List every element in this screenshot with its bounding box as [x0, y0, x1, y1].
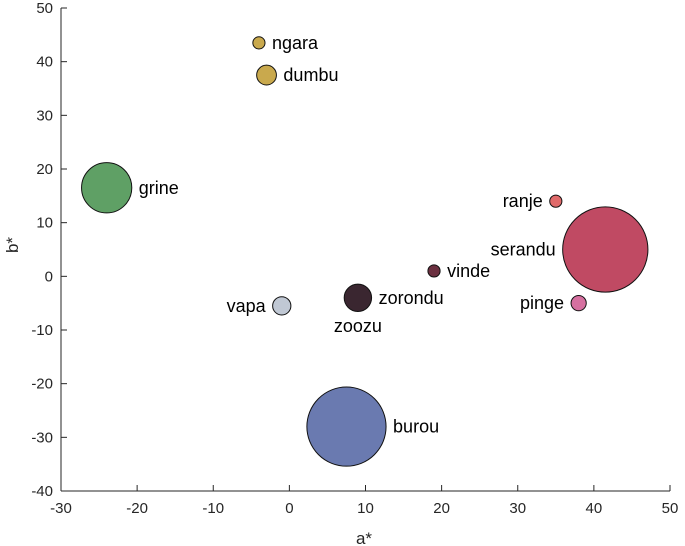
y-tick-label: -30: [31, 429, 53, 446]
point-label-burou: burou: [393, 417, 439, 437]
bubbles: [81, 36, 649, 467]
point-label-ranje: ranje: [503, 191, 543, 211]
y-tick-label: 20: [36, 161, 53, 178]
x-tick-label: -20: [126, 500, 148, 517]
bubble-pinge: [570, 295, 587, 312]
x-tick-label: -30: [50, 500, 72, 517]
y-tick-label: 0: [45, 268, 53, 285]
point-label-grine: grine: [139, 178, 179, 198]
bubble-vapa: [272, 296, 292, 316]
bubble-ngara: [252, 36, 266, 50]
point-label-vapa: vapa: [227, 296, 267, 316]
bubble-ranje: [549, 194, 563, 208]
bubble-vinde: [427, 264, 441, 278]
point-label-ngara: ngara: [272, 33, 319, 53]
x-tick-label: 40: [586, 500, 603, 517]
y-tick-label: 30: [36, 107, 53, 124]
x-tick-label: 50: [662, 500, 679, 517]
y-axis-label: b*: [3, 237, 22, 253]
y-tick-label: -10: [31, 322, 53, 339]
y-tick-label: 10: [36, 215, 53, 232]
x-tick-label: 10: [357, 500, 374, 517]
point-label-dumbu: dumbu: [283, 65, 338, 85]
bubble-serandu: [562, 206, 649, 293]
bubble-burou: [306, 386, 387, 467]
y-tick-label: -40: [31, 483, 53, 500]
bubble-dumbu: [256, 64, 277, 86]
y-tick-label: 50: [36, 0, 53, 17]
x-tick-label: 0: [285, 500, 293, 517]
x-tick-label: -10: [202, 500, 224, 517]
y-tick-label: -20: [31, 376, 53, 393]
point-label-pinge: pinge: [520, 293, 564, 313]
bubble-grine: [81, 162, 133, 214]
bubble-zorondu: [343, 283, 373, 313]
y-tick-label: 40: [36, 54, 53, 71]
axes: -30 -20 -10 0 10 20 30 40 50-40-30-20-1001020304…: [31, 0, 678, 517]
x-axis-label: a*: [356, 529, 372, 546]
x-tick-label: 20: [433, 500, 450, 517]
point-label-zorondu: zorondu: [379, 288, 444, 308]
point-label-serandu: serandu: [491, 240, 556, 260]
point-label-zoozu: zoozu: [334, 316, 382, 336]
x-tick-label: 30: [509, 500, 526, 517]
point-label-vinde: vinde: [447, 261, 490, 281]
